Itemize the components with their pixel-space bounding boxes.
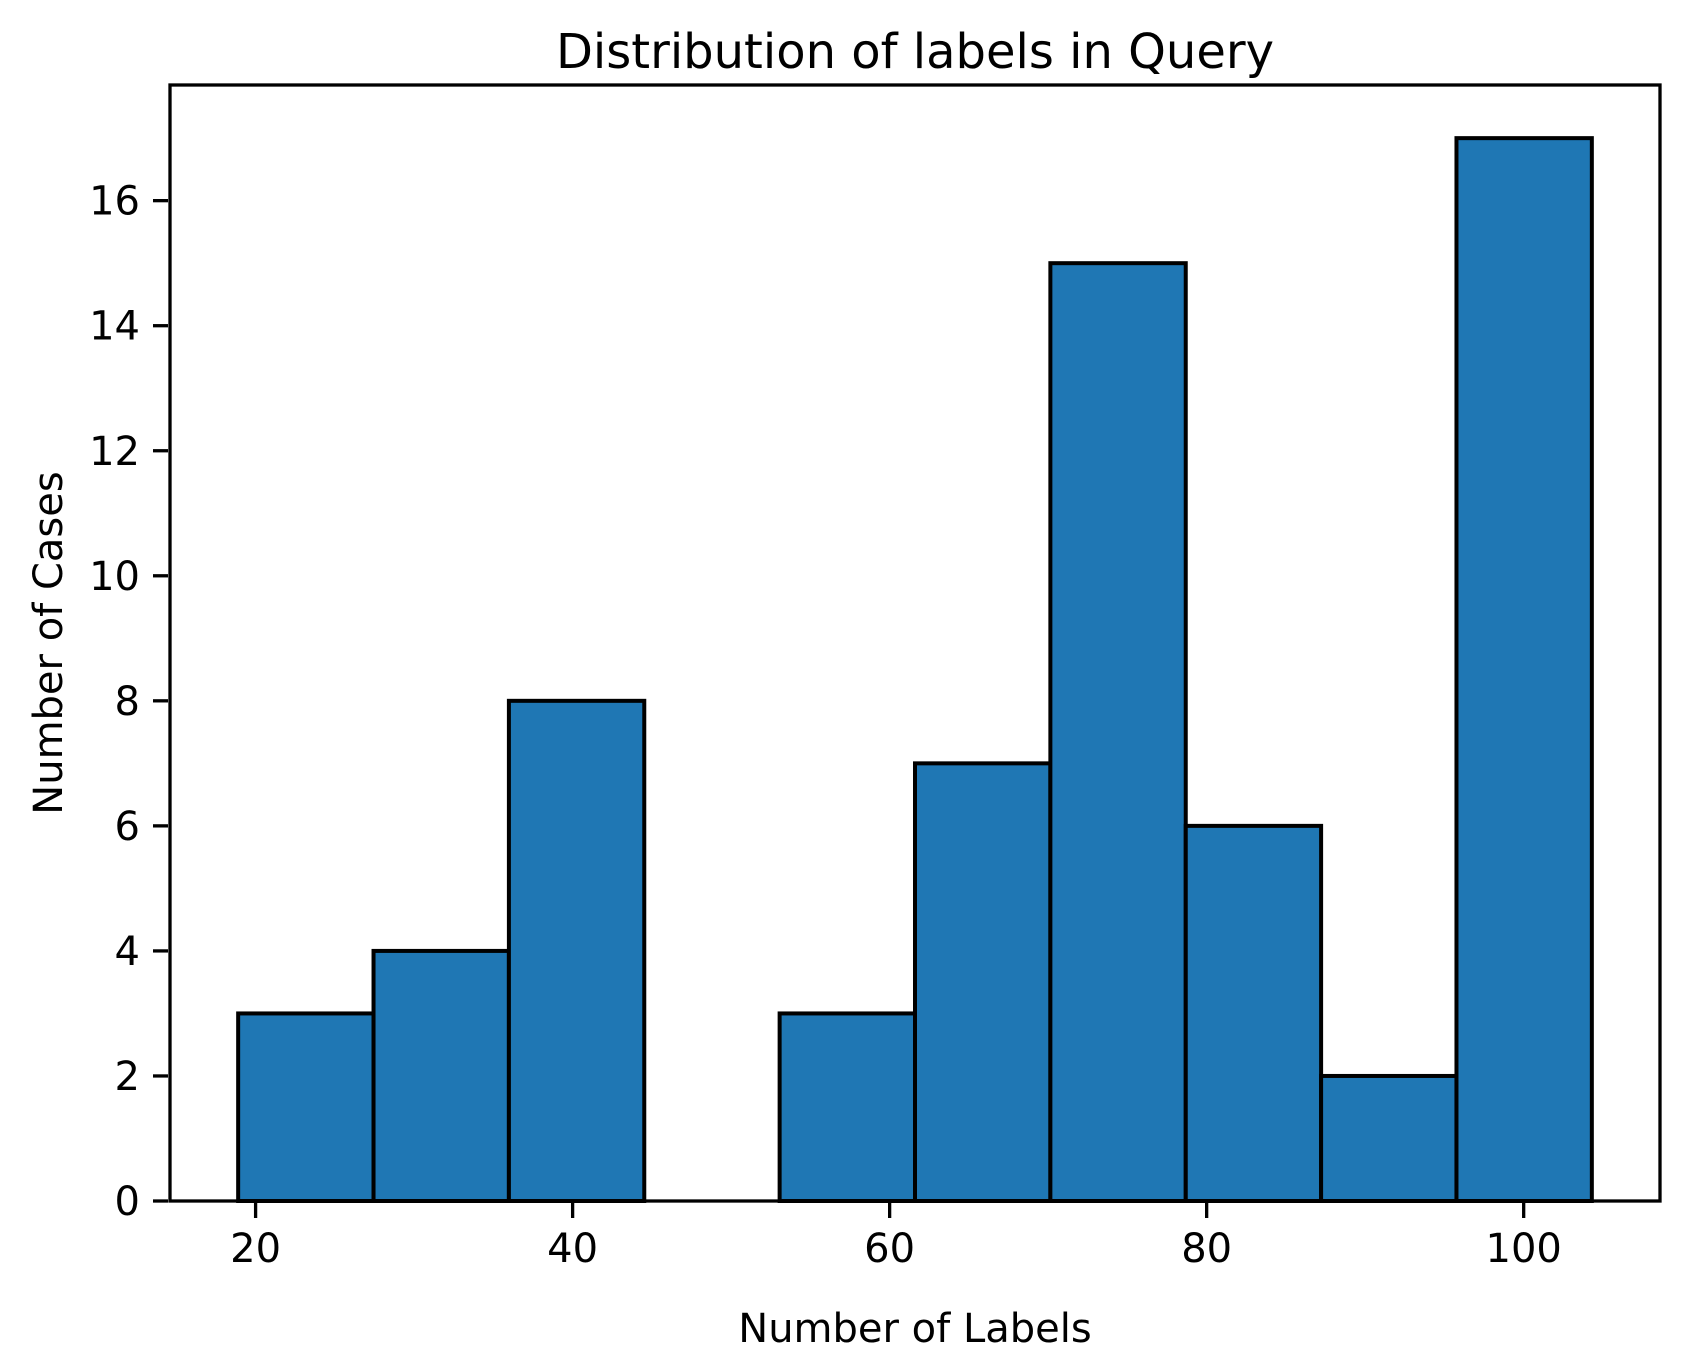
- y-tick-label: 16: [89, 179, 140, 225]
- y-axis-label: Number of Cases: [26, 471, 72, 814]
- y-tick-label: 4: [115, 929, 140, 975]
- histogram-bar: [1183, 823, 1324, 1203]
- histogram-bar: [1048, 261, 1188, 1203]
- y-tick-label: 6: [115, 804, 140, 850]
- y-axis-ticks: 0 2 4 6 8 10 12 14 16: [89, 179, 168, 1225]
- x-tick-label: 80: [1181, 1226, 1232, 1272]
- y-tick-label: 0: [115, 1179, 140, 1225]
- bars-group: [236, 136, 1594, 1204]
- x-tick-label: 100: [1486, 1226, 1562, 1272]
- x-axis-ticks: 20 40 60 80 100: [230, 1203, 1562, 1272]
- y-tick-label: 2: [115, 1054, 140, 1100]
- x-tick-label: 60: [864, 1226, 915, 1272]
- histogram-bar: [777, 1011, 917, 1203]
- chart-title: Distribution of labels in Query: [556, 24, 1274, 80]
- histogram-bar: [1319, 1073, 1459, 1203]
- y-tick-label: 10: [89, 554, 140, 600]
- histogram-bar: [1454, 136, 1594, 1203]
- histogram-bar: [506, 698, 647, 1204]
- x-tick-label: 40: [547, 1226, 598, 1272]
- histogram-bar: [371, 948, 511, 1203]
- x-tick-label: 20: [230, 1226, 281, 1272]
- histogram-bar: [236, 1011, 376, 1203]
- histogram-bar: [913, 761, 1053, 1203]
- y-tick-label: 12: [89, 429, 140, 475]
- y-tick-label: 8: [115, 679, 140, 725]
- x-axis-label: Number of Labels: [738, 1306, 1091, 1352]
- y-tick-label: 14: [89, 304, 140, 350]
- plot-border: [168, 83, 1662, 1203]
